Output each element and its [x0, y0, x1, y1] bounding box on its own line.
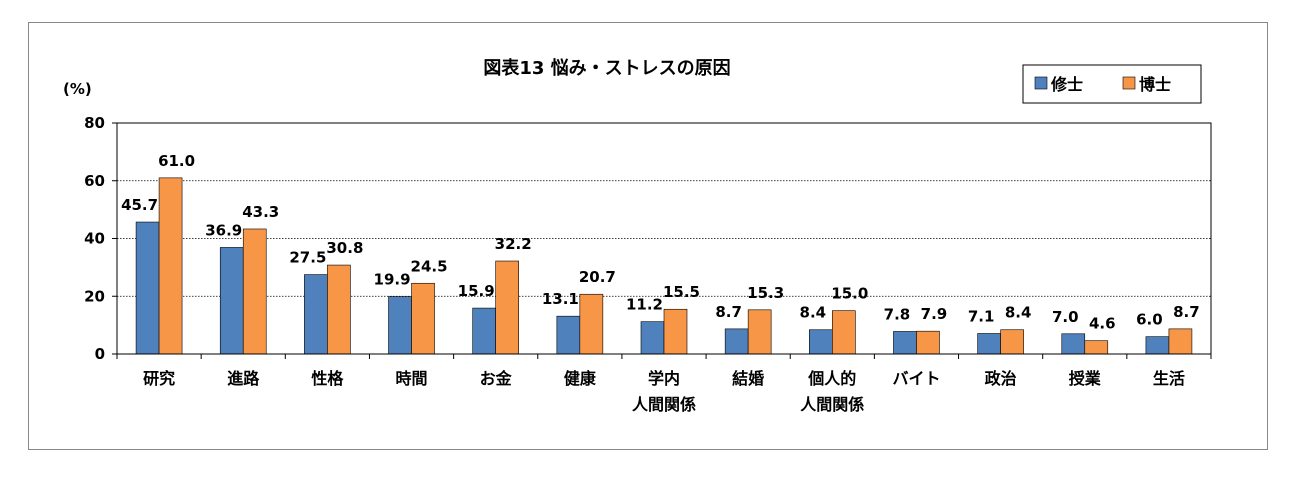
bar-hakushi	[832, 310, 856, 355]
data-label-hakushi: 43.3	[242, 203, 279, 221]
legend-label-shushi: 修士	[1050, 75, 1083, 94]
bar-shushi	[893, 331, 917, 355]
bar-hakushi	[747, 309, 772, 355]
data-label-hakushi: 30.8	[326, 239, 363, 257]
bar-hakushi	[242, 228, 267, 355]
data-label-shushi: 7.8	[884, 305, 911, 323]
y-axis-unit-label: (%)	[63, 80, 92, 98]
y-tick-label: 0	[95, 345, 105, 363]
bar-hakushi	[327, 264, 351, 355]
data-label-hakushi: 20.7	[579, 268, 616, 286]
legend-swatch-shushi	[1034, 76, 1048, 90]
bar-hakushi	[1084, 340, 1109, 355]
data-label-shushi: 7.0	[1052, 308, 1079, 326]
data-label-shushi: 27.5	[289, 249, 326, 267]
data-label-hakushi: 4.6	[1089, 315, 1116, 333]
data-label-hakushi: 15.5	[663, 283, 700, 301]
x-tick-label: 健康	[564, 369, 597, 388]
bar-hakushi	[158, 177, 183, 355]
bar-shushi	[388, 296, 412, 355]
legend-label-hakushi: 博士	[1139, 75, 1171, 94]
x-tick-label: 時間	[396, 369, 428, 388]
bar-chart: 図表13 悩み・ストレスの原因 (%) 45.7 61.0 36.943.3 27.5…	[63, 57, 1212, 414]
data-label-shushi: 45.7	[121, 196, 158, 214]
chart-frame: 図表13 悩み・ストレスの原因 (%) 45.7 61.0 36.9 43.3 27.5…	[28, 22, 1268, 450]
x-tick-label: 生活	[1153, 369, 1185, 388]
bars	[135, 177, 1193, 355]
bar-hakushi	[411, 282, 435, 355]
bar-shushi	[1061, 333, 1086, 355]
data-label-shushi: 7.1	[968, 307, 995, 325]
x-tick-label: 性格	[311, 369, 344, 388]
data-label-shushi: 36.9	[205, 221, 242, 239]
data-label-shushi: 11.2	[626, 296, 663, 314]
data-label-hakushi: 15.3	[747, 284, 784, 302]
legend: 修士 博士	[1022, 64, 1202, 104]
x-tick-label: 学内	[648, 369, 680, 388]
data-label-hakushi: 15.0	[831, 285, 868, 303]
data-label-hakushi: 8.4	[1005, 304, 1032, 322]
bar-hakushi	[495, 260, 519, 355]
x-tick-label: 進路	[227, 369, 260, 388]
legend-swatch-hakushi	[1122, 76, 1136, 90]
bar-shushi	[135, 221, 160, 355]
bar-hakushi	[663, 308, 688, 355]
y-tick-label: 20	[84, 287, 105, 305]
data-label-shushi: 13.1	[542, 290, 579, 308]
data-label-hakushi: 8.7	[1173, 303, 1200, 321]
gridlines	[117, 180, 1211, 297]
bar-hakushi	[579, 293, 604, 355]
data-label-hakushi: 7.9	[921, 305, 948, 323]
data-labels: 45.7 61.0 36.943.3 27.530.8 19.924.5 15.9 32.2…	[121, 152, 1200, 333]
data-label-shushi: 8.7	[715, 303, 742, 321]
data-label-hakushi: 32.2	[495, 235, 532, 253]
legend-box	[1022, 64, 1202, 104]
bar-hakushi	[1000, 329, 1024, 355]
data-label-shushi: 19.9	[374, 271, 411, 289]
x-tick-label: 研究	[143, 369, 175, 388]
y-tick-label: 80	[84, 114, 105, 132]
data-label-shushi: 15.9	[458, 282, 495, 300]
x-tick-label: 結婚	[732, 369, 764, 388]
x-tick-label: 人間関係	[800, 395, 864, 414]
bar-shushi	[977, 333, 1001, 355]
x-tick-label: バイト	[892, 369, 940, 388]
bar-shushi	[640, 321, 665, 355]
x-tick-label: お金	[480, 369, 513, 388]
y-tick-label: 60	[84, 172, 105, 190]
x-tick-label: 個人的	[807, 369, 856, 388]
bar-shushi	[472, 307, 496, 355]
data-label-shushi: 6.0	[1136, 311, 1163, 329]
data-label-hakushi: 61.0	[158, 152, 195, 170]
y-tick-label: 40	[84, 230, 105, 248]
bar-shushi	[809, 329, 833, 355]
bar-shushi	[219, 247, 244, 355]
chart-title: 図表13 悩み・ストレスの原因	[483, 57, 730, 79]
bar-shushi	[556, 315, 581, 355]
x-tick-label: 政治	[985, 369, 1017, 388]
x-tick-label: 授業	[1069, 369, 1102, 388]
bar-hakushi	[916, 330, 940, 355]
data-label-shushi: 8.4	[800, 304, 827, 322]
x-tick-label: 人間関係	[632, 395, 696, 414]
bar-shushi	[724, 328, 749, 355]
bar-shushi	[1145, 336, 1170, 355]
data-label-hakushi: 24.5	[411, 257, 448, 275]
bar-shushi	[304, 274, 328, 355]
bar-hakushi	[1168, 328, 1193, 355]
